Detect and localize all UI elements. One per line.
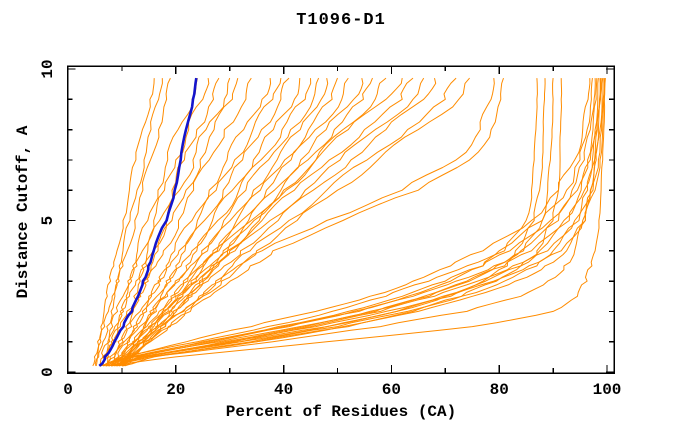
model-curve: [101, 77, 220, 366]
model-curve: [121, 78, 605, 367]
highlighted-model-curve: [98, 77, 198, 367]
model-curve: [118, 78, 604, 367]
model-curve: [111, 78, 606, 367]
x-axis-title: Percent of Residues (CA): [225, 403, 457, 421]
y-tick-label: 5: [39, 216, 57, 226]
x-tick-label: 20: [166, 381, 185, 399]
chart-title: T1096-D1: [296, 11, 386, 30]
x-tick-label: 40: [274, 381, 293, 399]
model-curve: [105, 78, 596, 367]
y-tick-label: 0: [39, 367, 57, 377]
model-curve: [116, 78, 495, 367]
model-curve: [116, 77, 414, 367]
model-curve: [114, 78, 329, 367]
model-curve: [121, 77, 373, 367]
model-curve: [102, 78, 593, 367]
model-curve: [111, 78, 403, 367]
model-curve: [105, 78, 546, 367]
model-curve: [122, 77, 457, 367]
model-curve: [121, 77, 387, 367]
model-curve: [103, 77, 231, 367]
model-curve: [105, 78, 602, 367]
model-curve: [115, 77, 320, 367]
model-curve: [108, 78, 272, 367]
model-curve: [100, 78, 591, 367]
y-axis-title: Distance Cutoff, A: [14, 125, 32, 299]
model-curve: [94, 77, 171, 367]
model-curve: [102, 77, 239, 367]
model-curve: [106, 78, 282, 367]
model-curve: [111, 78, 301, 367]
model-curve: [92, 78, 155, 367]
axis-tick-labels: 0 20 40 60 80 100 0 5 10: [39, 59, 621, 399]
model-curve: [121, 77, 470, 367]
x-tick-label: 0: [63, 381, 73, 399]
model-curve: [124, 78, 606, 367]
plot-frame: [66, 65, 615, 374]
model-curve: [119, 77, 504, 367]
model-curve: [113, 78, 601, 367]
x-tick-label: 100: [593, 381, 622, 399]
model-curve: [108, 78, 554, 367]
model-curve: [108, 78, 598, 367]
y-tick-label: 10: [39, 59, 57, 78]
model-curve: [119, 77, 425, 367]
axis-ticks: [67, 66, 614, 373]
model-curve: [99, 78, 210, 367]
x-tick-label: 60: [382, 381, 401, 399]
model-curve: [105, 77, 252, 367]
model-curves: [92, 77, 606, 367]
model-curve: [99, 77, 198, 367]
x-tick-label: 80: [490, 381, 509, 399]
model-curve: [95, 78, 163, 367]
